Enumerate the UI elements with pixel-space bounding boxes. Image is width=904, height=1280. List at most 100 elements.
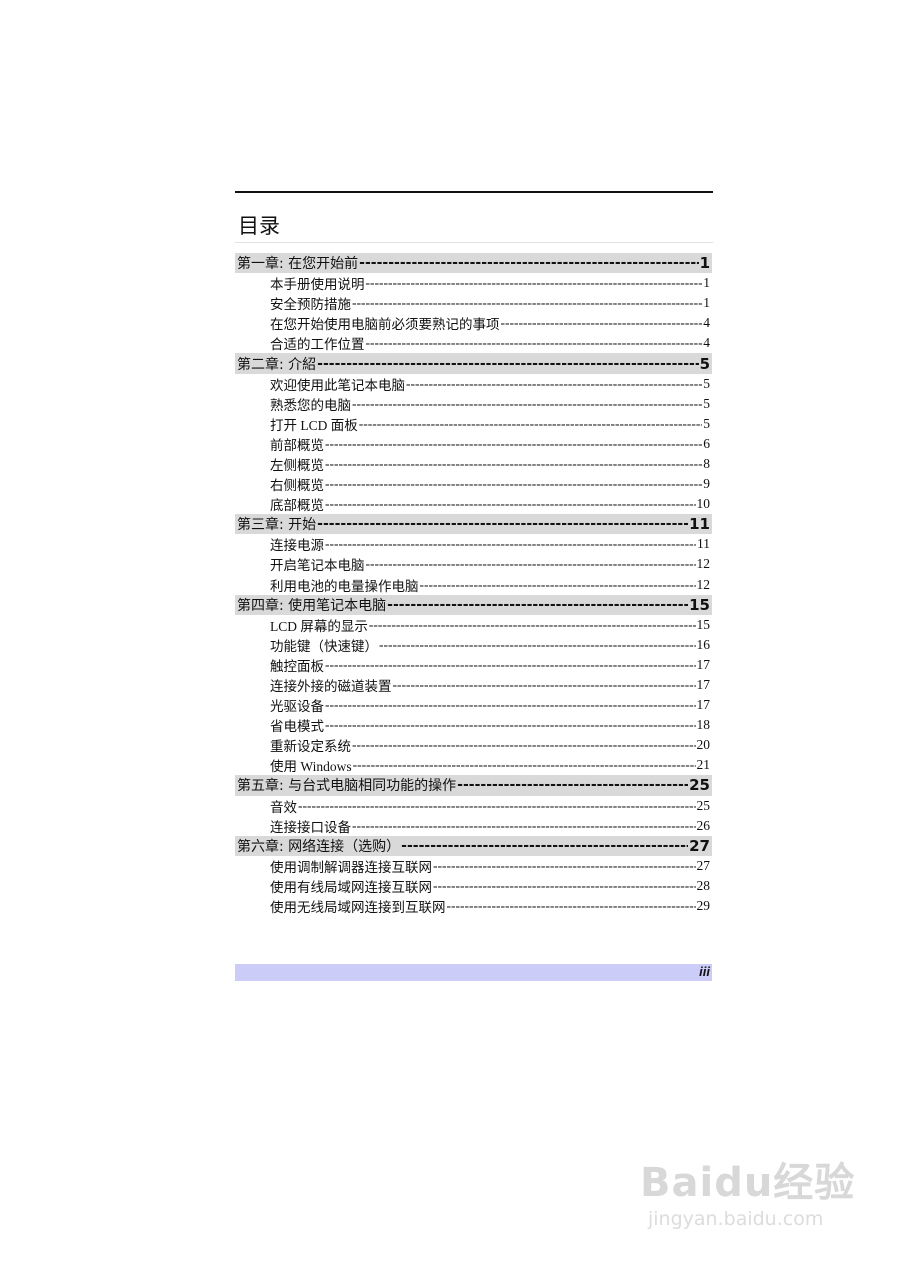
toc-entry-row[interactable]: 连接接口设备 26: [235, 816, 712, 836]
title-rule: [235, 242, 713, 243]
toc-entry-row[interactable]: 重新设定系统 20: [235, 735, 712, 755]
toc-entry-row[interactable]: 在您开始使用电脑前必须要熟记的事项 4: [235, 313, 712, 333]
leader-dashes: [325, 496, 696, 512]
toc-entry-row[interactable]: LCD 屏幕的显示 15: [235, 615, 712, 635]
toc-entry-row[interactable]: 安全预防措施 1: [235, 293, 712, 313]
toc-entry-row[interactable]: 功能键（快速键） 16: [235, 635, 712, 655]
leader-dashes: [352, 818, 696, 834]
entry-title: 连接接口设备: [270, 819, 351, 835]
entry-title: 使用无线局域网连接到互联网: [270, 900, 446, 916]
toc-chapter-row[interactable]: 第一章: 在您开始前 1: [235, 253, 712, 274]
toc-entry-row[interactable]: 连接电源 11: [235, 534, 712, 554]
entry-title: 使用 Windows: [270, 759, 352, 775]
entry-title: 熟悉您的电脑: [270, 397, 351, 413]
entry-page: 5: [703, 375, 710, 391]
entry-title: 打开 LCD 面板: [270, 417, 358, 433]
toc-entry-row[interactable]: 左侧概览 8: [235, 454, 712, 474]
leader-dashes: [457, 777, 688, 793]
leader-dashes: [366, 556, 696, 572]
toc-chapter-row[interactable]: 第四章: 使用笔记本电脑 15: [235, 594, 712, 615]
entry-page: 1: [703, 275, 710, 291]
entry-title: 第二章: 介紹: [237, 356, 317, 373]
leader-dashes: [325, 697, 696, 713]
entry-title: 欢迎使用此笔记本电脑: [270, 377, 405, 393]
toc-chapter-row[interactable]: 第六章: 网络连接（选购） 27: [235, 835, 712, 856]
leader-dashes: [325, 717, 696, 733]
entry-page: 17: [696, 697, 711, 713]
toc-chapter-row[interactable]: 第三章: 开始 11: [235, 514, 712, 535]
entry-page: 1: [703, 295, 710, 311]
baidu-watermark-logo: Baidu经验 jingyan.baidu.com: [640, 1150, 855, 1230]
entry-page: 25: [689, 776, 710, 795]
entry-title: 在您开始使用电脑前必须要熟记的事项: [270, 317, 500, 333]
toc-entry-row[interactable]: 省电模式 18: [235, 715, 712, 735]
entry-title: 底部概览: [270, 498, 324, 514]
toc-entry-row[interactable]: 音效 25: [235, 796, 712, 816]
toc-entry-row[interactable]: 光驱设备 17: [235, 695, 712, 715]
entry-page: 4: [703, 315, 710, 331]
toc-entry-row[interactable]: 使用无线局域网连接到互联网 29: [235, 896, 712, 916]
entry-page: 28: [696, 877, 711, 893]
toc-entry-row[interactable]: 欢迎使用此笔记本电脑 5: [235, 374, 712, 394]
toc-entry-row[interactable]: 底部概览 10: [235, 494, 712, 514]
leader-dashes: [353, 757, 696, 773]
entry-page: 16: [696, 636, 711, 652]
toc-entry-row[interactable]: 熟悉您的电脑 5: [235, 394, 712, 414]
entry-title: 连接电源: [270, 538, 324, 554]
toc-chapter-row[interactable]: 第五章: 与台式电脑相同功能的操作 25: [235, 775, 712, 796]
entry-title: 光驱设备: [270, 699, 324, 715]
entry-page: 15: [689, 595, 710, 614]
entry-page: 26: [696, 817, 711, 833]
toc-entry-row[interactable]: 开启笔记本电脑 12: [235, 554, 712, 574]
entry-page: 18: [696, 717, 711, 733]
toc-entry-row[interactable]: 使用 Windows 21: [235, 755, 712, 775]
entry-title: 功能键（快速键）: [270, 638, 378, 654]
entry-page: 9: [703, 476, 710, 492]
toc-entry-row[interactable]: 利用电池的电量操作电脑 12: [235, 575, 712, 595]
leader-dashes: [393, 677, 696, 693]
leader-dashes: [325, 456, 702, 472]
entry-title: 本手册使用说明: [270, 277, 365, 293]
entry-title: 第四章: 使用笔记本电脑: [237, 597, 387, 614]
entry-page: 5: [699, 354, 710, 373]
entry-page: 15: [696, 616, 711, 632]
leader-dashes: [325, 657, 696, 673]
leader-dashes: [366, 335, 703, 351]
entry-page: 4: [703, 335, 710, 351]
toc-entry-row[interactable]: 触控面板 17: [235, 655, 712, 675]
entry-page: 5: [703, 395, 710, 411]
leader-dashes: [359, 255, 698, 271]
page-title: 目录: [238, 214, 280, 238]
toc-entry-row[interactable]: 使用调制解调器连接互联网 27: [235, 856, 712, 876]
entry-title: 开启笔记本电脑: [270, 558, 365, 574]
entry-page: 5: [703, 415, 710, 431]
watermark-logo-text: Baidu经验: [640, 1160, 856, 1206]
entry-page: 12: [696, 556, 711, 572]
toc-entry-row[interactable]: 打开 LCD 面板 5: [235, 414, 712, 434]
entry-page: 29: [696, 898, 711, 914]
toc-entry-row[interactable]: 连接外接的磁道装置 17: [235, 675, 712, 695]
leader-dashes: [298, 798, 696, 814]
entry-title: 安全预防措施: [270, 297, 351, 313]
toc-entry-row[interactable]: 右侧概览 9: [235, 474, 712, 494]
leader-dashes: [501, 315, 703, 331]
entry-title: 使用调制解调器连接互联网: [270, 859, 432, 875]
leader-dashes: [317, 356, 698, 372]
entry-title: 音效: [270, 799, 297, 815]
toc-entry-row[interactable]: 使用有线局域网连接互联网 28: [235, 876, 712, 896]
entry-title: 第六章: 网络连接（选购）: [237, 838, 401, 855]
toc-entry-row[interactable]: 本手册使用说明 1: [235, 273, 712, 293]
entry-title: 触控面板: [270, 658, 324, 674]
toc-chapter-row[interactable]: 第二章: 介紹 5: [235, 353, 712, 374]
page-number: iii: [699, 964, 710, 979]
leader-dashes: [369, 617, 696, 633]
entry-page: 17: [696, 677, 711, 693]
leader-dashes: [317, 516, 688, 532]
leader-dashes: [352, 396, 702, 412]
entry-page: 8: [703, 455, 710, 471]
toc-entry-row[interactable]: 前部概览 6: [235, 434, 712, 454]
entry-title: 前部概览: [270, 437, 324, 453]
entry-title: 左侧概览: [270, 457, 324, 473]
toc-entry-row[interactable]: 合适的工作位置 4: [235, 333, 712, 353]
leader-dashes: [447, 898, 696, 914]
